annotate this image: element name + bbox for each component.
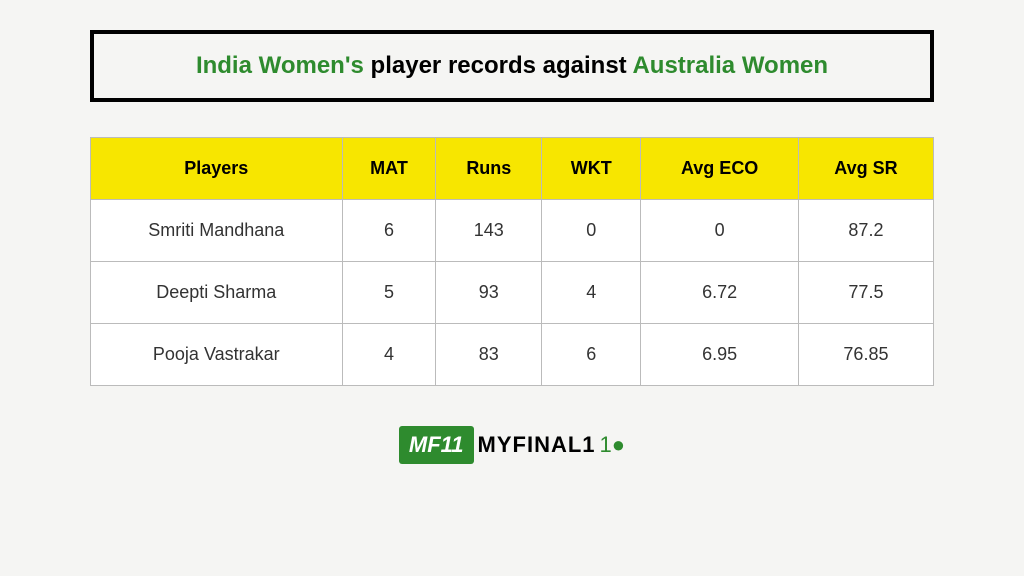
cell-wkt: 4 — [542, 262, 641, 324]
logo-text: MYFINAL1 — [478, 432, 596, 458]
brand-logo: MF11 MYFINAL11● — [399, 426, 625, 464]
col-avgsr: Avg SR — [798, 138, 933, 200]
title-team2: Australia Women — [632, 52, 828, 79]
cell-wkt: 0 — [542, 200, 641, 262]
cell-wkt: 6 — [542, 324, 641, 386]
table-row: Pooja Vastrakar 4 83 6 6.95 76.85 — [91, 324, 934, 386]
cell-avgsr: 77.5 — [798, 262, 933, 324]
cell-player: Pooja Vastrakar — [91, 324, 343, 386]
logo-badge: MF11 — [399, 426, 474, 464]
title-box: India Women's player records against Aus… — [90, 30, 934, 102]
cell-mat: 6 — [342, 200, 436, 262]
records-table: Players MAT Runs WKT Avg ECO Avg SR Smri… — [90, 137, 934, 386]
logo-accent-icon: 1● — [600, 432, 626, 458]
cell-player: Deepti Sharma — [91, 262, 343, 324]
cell-player: Smriti Mandhana — [91, 200, 343, 262]
cell-runs: 83 — [436, 324, 542, 386]
col-players: Players — [91, 138, 343, 200]
cell-runs: 93 — [436, 262, 542, 324]
cell-avgsr: 87.2 — [798, 200, 933, 262]
cell-runs: 143 — [436, 200, 542, 262]
title-team1: India Women's — [196, 52, 364, 79]
cell-avgeco: 0 — [641, 200, 798, 262]
title-middle: player records against — [364, 52, 633, 79]
cell-avgsr: 76.85 — [798, 324, 933, 386]
col-mat: MAT — [342, 138, 436, 200]
table-header-row: Players MAT Runs WKT Avg ECO Avg SR — [91, 138, 934, 200]
table-row: Smriti Mandhana 6 143 0 0 87.2 — [91, 200, 934, 262]
cell-mat: 4 — [342, 324, 436, 386]
cell-mat: 5 — [342, 262, 436, 324]
col-avgeco: Avg ECO — [641, 138, 798, 200]
table-row: Deepti Sharma 5 93 4 6.72 77.5 — [91, 262, 934, 324]
col-wkt: WKT — [542, 138, 641, 200]
cell-avgeco: 6.95 — [641, 324, 798, 386]
col-runs: Runs — [436, 138, 542, 200]
cell-avgeco: 6.72 — [641, 262, 798, 324]
